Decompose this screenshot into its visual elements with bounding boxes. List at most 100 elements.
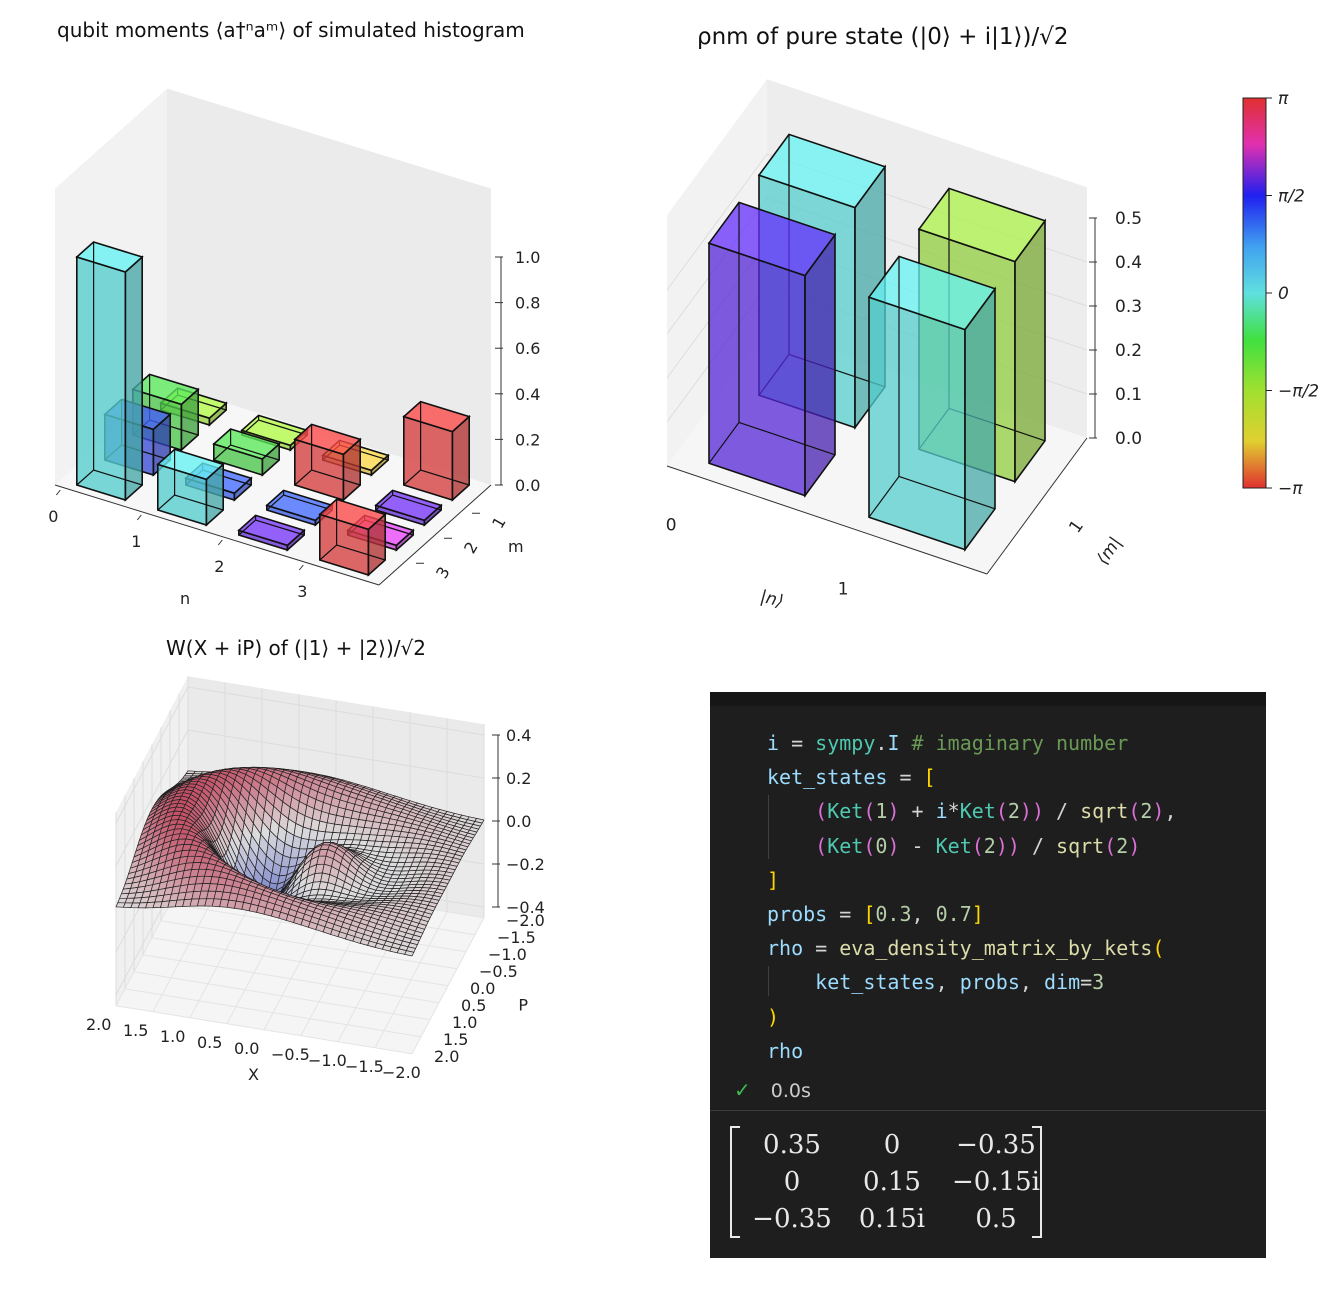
code-line: (Ket(0) - Ket(2)) / sqrt(2): [767, 829, 1177, 863]
bar-n1-m2: [212, 428, 281, 477]
z-tick-label: 0.2: [1115, 341, 1142, 361]
x-tick-label: 0.0: [234, 1039, 259, 1058]
code-token: rho: [767, 1038, 804, 1063]
y-axis-label: P: [518, 996, 528, 1015]
bar-n2-m2: [293, 423, 362, 502]
code-token: 0.3: [875, 901, 912, 926]
code-line: ): [767, 1000, 1177, 1034]
grid-line: [115, 729, 485, 867]
x-tick-label: 1.5: [123, 1021, 148, 1040]
code-token: i: [767, 731, 780, 755]
code-line: i = sympy.I # imaginary number: [767, 726, 1177, 760]
colorbar-tick-label: π/2: [1278, 187, 1305, 207]
x-tick-label: 3: [297, 582, 307, 601]
y-tick-label: 1.5: [443, 1030, 468, 1049]
code-token: probs: [767, 901, 828, 926]
y-tick-label: −1.0: [488, 945, 527, 964]
colorbar-tick-label: 0: [1278, 284, 1289, 304]
code-token: =: [779, 731, 816, 755]
x-tick-label: −1.0: [308, 1051, 347, 1070]
bar-n3-m2: [374, 489, 443, 527]
code-token: =: [1080, 970, 1093, 995]
output-divider: [710, 1110, 1266, 1111]
code-token: (: [1128, 799, 1141, 824]
bar-n0-m0: [75, 241, 144, 502]
chart1-title: qubit moments ⟨a†ⁿaᵐ⟩ of simulated histo…: [57, 18, 525, 42]
code-token: ,: [1019, 970, 1044, 995]
z-tick-label: 0.3: [1115, 297, 1142, 317]
matrix-bracket-right: [1032, 1126, 1042, 1238]
y-tick-label: 1: [1065, 517, 1088, 537]
code-token: ): [887, 799, 900, 824]
code-line: rho = eva_density_matrix_by_kets(: [767, 931, 1177, 965]
y-tick-label: −1.5: [497, 928, 536, 947]
code-token: sqrt: [1080, 799, 1129, 824]
y-tick-label: 2: [460, 538, 482, 556]
bar-n1-m0: [867, 255, 997, 553]
code-token: 2: [1007, 799, 1020, 824]
x-tick-label: 1: [131, 532, 141, 551]
x-tick: [55, 489, 61, 496]
x-tick-label: 0: [48, 507, 58, 526]
code-token: ): [767, 1004, 780, 1029]
matrix-cell: 0.5: [975, 1203, 1017, 1234]
code-line: probs = [0.3, 0.7]: [767, 897, 1177, 931]
grid-line: [115, 686, 485, 824]
code-token: ,: [1164, 799, 1177, 824]
code-token: I: [887, 731, 900, 755]
code-token: probs: [959, 970, 1020, 995]
z-tick-label: 1.0: [515, 248, 540, 267]
code-token: (: [1104, 833, 1117, 858]
code-cell[interactable]: i = sympy.I # imaginary number ket_states…: [710, 692, 1266, 1258]
matrix-cell: 0.35: [763, 1129, 821, 1160]
code-token: [: [923, 765, 936, 790]
code-token: ): [1128, 833, 1141, 858]
y-axis-label: m: [508, 537, 524, 556]
code-token: (: [815, 833, 828, 858]
code-token: dim: [1044, 970, 1081, 995]
x-tick-label: −0.5: [271, 1045, 310, 1064]
chart2-title: ρnm of pure state (|0⟩ + i|1⟩)/√2: [697, 24, 1069, 50]
code-editor[interactable]: i = sympy.I # imaginary number ket_states…: [767, 726, 1177, 1068]
code-token: # imaginary number: [899, 731, 1129, 755]
y-axis-line: [378, 484, 492, 586]
matrix-cell: −0.35: [956, 1129, 1036, 1160]
x-axis-line: [666, 465, 988, 575]
code-line: ket_states, probs, dim=3: [767, 965, 1177, 999]
z-tick-label: 0.0: [506, 812, 531, 831]
code-token: (: [995, 799, 1008, 824]
z-tick-label: 0.4: [515, 385, 540, 404]
code-token: =: [803, 936, 840, 961]
run-time: 0.0s: [770, 1080, 811, 1102]
code-token: (: [863, 833, 876, 858]
code-token: 0: [875, 833, 888, 858]
indent-guide: [768, 795, 769, 859]
output-matrix: 0.35 0 −0.35 0 0.15 −0.15i −0.35 0.15i 0.5: [730, 1126, 1042, 1238]
z-tick-label: 0.5: [1115, 209, 1142, 229]
y-axis-line: [986, 437, 1088, 575]
matrix-cells: 0.35 0 −0.35 0 0.15 −0.15i −0.35 0.15i 0.5: [742, 1126, 1050, 1237]
code-token: =: [887, 765, 924, 790]
bar-n0-m0: [707, 201, 837, 499]
code-token: Ket: [827, 833, 864, 858]
x-axis-label: X: [248, 1065, 259, 1084]
matrix-bracket-left: [730, 1126, 740, 1238]
code-token: i: [935, 799, 948, 824]
colorbar: [1242, 97, 1267, 489]
bar-n2-m0: [237, 514, 306, 552]
run-status: ✓ 0.0s: [734, 1078, 811, 1102]
z-tick-label: 0.8: [515, 294, 540, 313]
code-token: sympy: [815, 731, 876, 755]
code-token: ,: [911, 901, 936, 926]
grid-line: [142, 954, 440, 1004]
z-tick-label: 0.4: [506, 726, 531, 745]
code-line: ]: [767, 863, 1177, 897]
x-tick-label: 0.5: [197, 1033, 222, 1052]
code-token: ]: [767, 867, 780, 892]
x-tick-label: 2.0: [86, 1015, 111, 1034]
colorbar-tick-label: π: [1278, 89, 1289, 109]
z-tick-label: 0.2: [515, 430, 540, 449]
matrix-cell: 0.15i: [858, 1203, 926, 1234]
code-token: ket_states: [815, 970, 936, 995]
